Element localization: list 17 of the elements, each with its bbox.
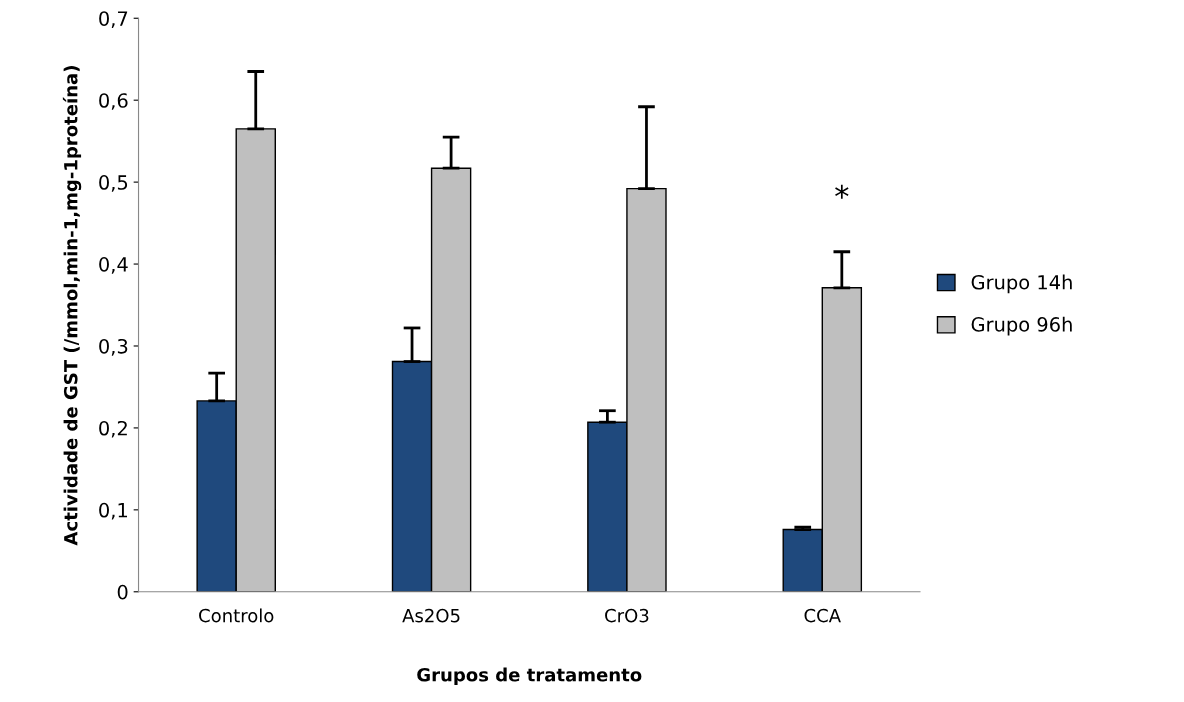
x-tick-label: CrO3 <box>605 608 649 623</box>
y-tick-label: 0,6 <box>99 93 128 110</box>
annotation: * <box>835 184 849 199</box>
x-tick-label: Controlo <box>199 608 274 623</box>
x-tick-label: As2O5 <box>402 608 460 623</box>
y-axis-title: Actividade de GST (/mmol,min-1,mg-1proteína) <box>62 66 82 546</box>
y-tick-label: 0,5 <box>99 175 128 192</box>
y-tick-label: 0,2 <box>99 420 127 438</box>
y-tick-label: 0,1 <box>99 502 128 520</box>
x-axis-title: Grupos de tratamento <box>417 667 642 686</box>
legend-label: Grupo 14h <box>971 274 1072 294</box>
y-tick-label: 0 <box>117 584 128 600</box>
y-tick-label: 0,7 <box>99 11 128 28</box>
y-tick-label: 0,4 <box>99 257 128 274</box>
x-tick-label: CCA <box>804 608 841 623</box>
y-tick-label: 0,3 <box>99 338 128 356</box>
legend-label: Grupo 96h <box>971 316 1072 336</box>
